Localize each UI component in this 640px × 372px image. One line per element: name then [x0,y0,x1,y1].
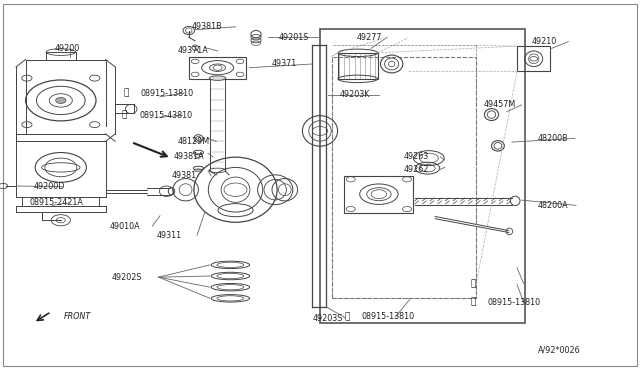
Text: Ⓥ: Ⓥ [122,111,127,120]
Text: 49203S: 49203S [312,314,342,323]
Text: 49201S: 49201S [278,33,308,42]
Bar [189,57,246,79]
Text: Ⓥ: Ⓥ [124,89,129,97]
Text: Ⓥ: Ⓥ [470,279,476,288]
Text: 08915-13810: 08915-13810 [362,312,415,321]
Text: 08915-2421A: 08915-2421A [29,198,83,207]
Ellipse shape [209,76,226,80]
Text: 49210: 49210 [531,37,556,46]
Text: Ⓥ: Ⓥ [470,298,476,307]
Text: Ⓥ: Ⓥ [344,312,349,321]
Text: 49262: 49262 [403,165,429,174]
Text: 49381B: 49381B [192,22,223,31]
Bar [320,29,525,323]
Text: 49200: 49200 [54,44,79,53]
Text: 49200D: 49200D [33,182,65,191]
Text: FRONT: FRONT [64,312,92,321]
Circle shape [56,97,66,103]
Bar [332,57,476,298]
Text: 08915-13810: 08915-13810 [141,89,194,97]
Text: 49311: 49311 [157,231,182,240]
Text: 49371A: 49371A [178,46,209,55]
Text: 49277: 49277 [357,33,383,42]
Text: 49371: 49371 [272,60,297,68]
Text: 49203K: 49203K [339,90,369,99]
Text: 48200B: 48200B [538,134,568,143]
Text: 08915-43810: 08915-43810 [140,111,193,120]
Text: A/92*0026: A/92*0026 [538,346,580,355]
Text: 49381: 49381 [172,171,196,180]
Text: 08915-13810: 08915-13810 [488,298,541,307]
Bar [338,53,378,79]
Bar [344,176,413,213]
Text: 49263: 49263 [403,153,428,161]
Text: 49010A: 49010A [110,222,141,231]
Text: 49202S: 49202S [112,273,143,282]
Bar [517,46,550,71]
Text: 48200A: 48200A [538,201,568,210]
Text: 48129M: 48129M [178,137,210,146]
Text: 49457M: 49457M [483,100,515,109]
Text: 49381A: 49381A [174,153,205,161]
